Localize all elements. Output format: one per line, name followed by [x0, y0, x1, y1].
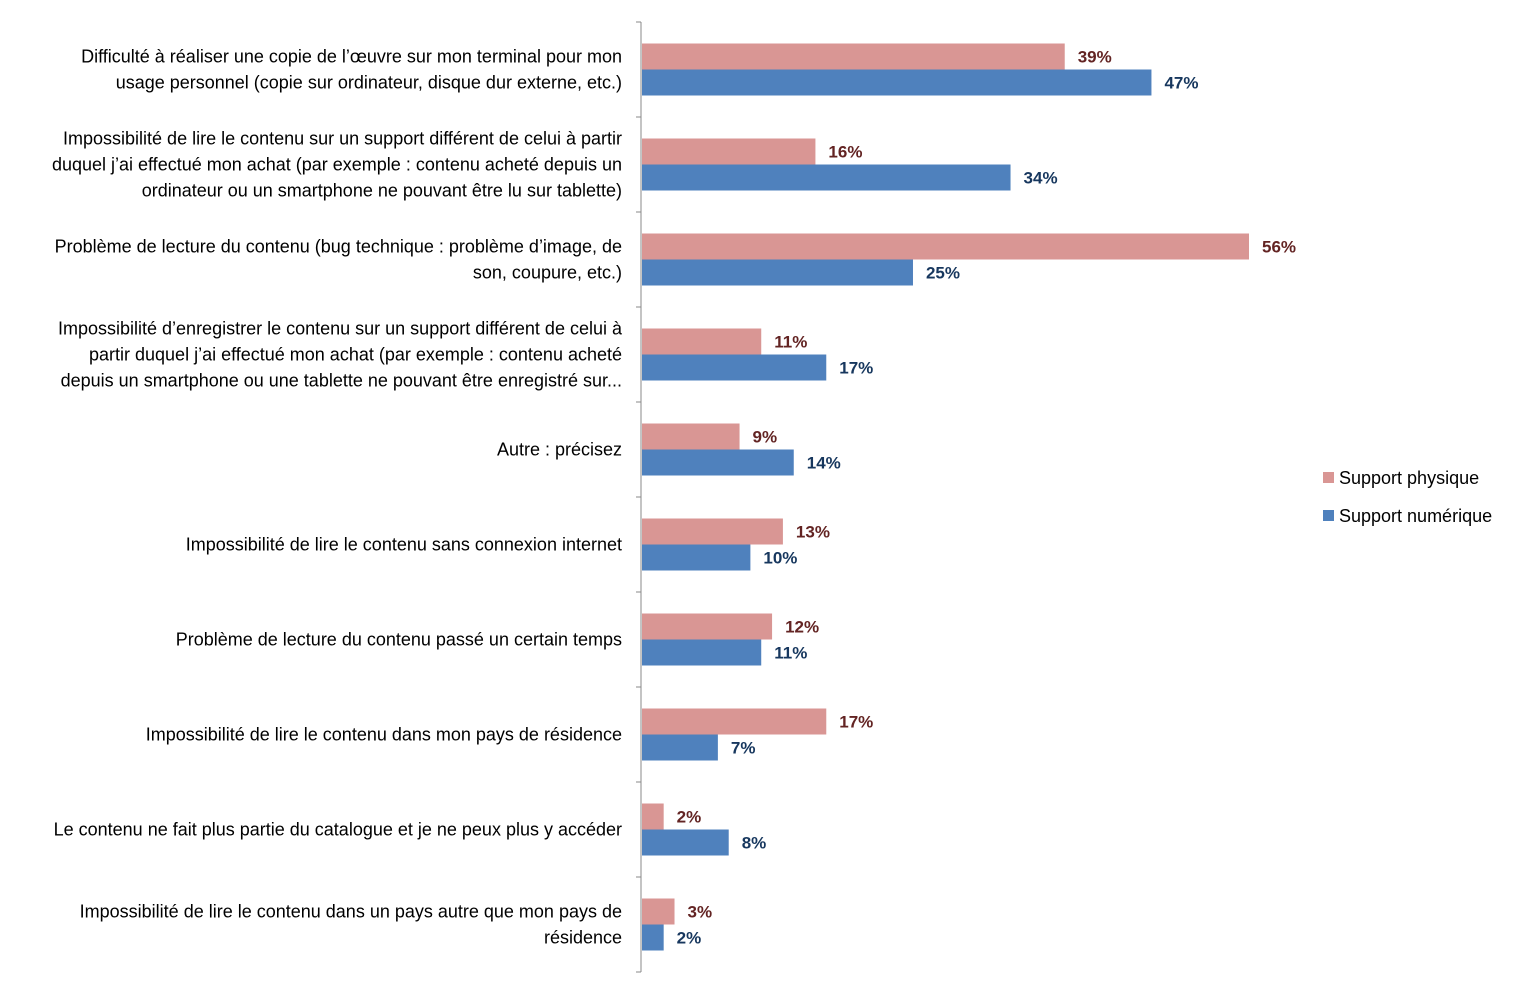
value-label: 25%: [926, 264, 960, 283]
bar-support-physique: [642, 708, 827, 735]
bar-support-physique: [642, 423, 740, 450]
bar-support-physique: [642, 613, 773, 640]
value-label: 3%: [688, 903, 713, 922]
value-label: 8%: [742, 834, 767, 853]
category-label-line: Problème de lecture du contenu (bug tech…: [55, 237, 622, 257]
category-label-line: Impossibilité d’enregistrer le contenu s…: [58, 319, 623, 339]
category-label-line: duquel j’ai effectué mon achat (par exem…: [52, 155, 622, 175]
axis-layer: [636, 21, 642, 973]
bar-support-physique: [642, 43, 1065, 70]
bar-support-physique: [642, 233, 1249, 260]
value-label: 12%: [785, 618, 819, 637]
category-label: Impossibilité de lire le contenu sur un …: [52, 129, 622, 201]
value-label: 16%: [828, 143, 862, 162]
legend-label: Support numérique: [1339, 506, 1492, 526]
bar-support-numerique: [642, 924, 664, 951]
category-label: Problème de lecture du contenu (bug tech…: [55, 237, 622, 283]
value-label: 9%: [753, 428, 778, 447]
category-label-line: résidence: [544, 928, 622, 948]
value-label: 2%: [677, 808, 702, 827]
category-label-line: Impossibilité de lire le contenu sur un …: [63, 129, 622, 149]
bar-support-numerique: [642, 544, 751, 571]
bar-support-physique: [642, 328, 762, 355]
bar-support-numerique: [642, 734, 718, 761]
legend-swatch: [1323, 472, 1334, 483]
category-label: Problème de lecture du contenu passé un …: [176, 630, 622, 650]
bar-support-numerique: [642, 259, 913, 286]
category-label-line: Le contenu ne fait plus partie du catalo…: [54, 820, 622, 840]
value-label: 2%: [677, 929, 702, 948]
legend: Support physique Support numérique: [1323, 468, 1492, 526]
bar-support-numerique: [642, 829, 729, 856]
value-label: 11%: [774, 644, 807, 663]
value-label: 56%: [1262, 238, 1296, 257]
bar-support-numerique: [642, 69, 1152, 96]
bars-layer: [642, 43, 1249, 951]
category-label-line: Impossibilité de lire le contenu sans co…: [186, 535, 622, 555]
category-label-line: Impossibilité de lire le contenu dans mo…: [146, 725, 622, 745]
value-label: 39%: [1078, 48, 1112, 67]
category-label-line: usage personnel (copie sur ordinateur, d…: [116, 73, 622, 93]
category-label-line: Difficulté à réaliser une copie de l’œuv…: [81, 47, 622, 67]
value-label: 34%: [1024, 169, 1058, 188]
value-label: 11%: [774, 333, 807, 352]
bar-support-numerique: [642, 354, 827, 381]
category-label-line: partir duquel j’ai effectué mon achat (p…: [89, 345, 622, 365]
category-label-line: Impossibilité de lire le contenu dans un…: [80, 902, 622, 922]
bar-support-numerique: [642, 449, 794, 476]
category-label: Le contenu ne fait plus partie du catalo…: [54, 820, 622, 840]
category-label-line: Autre : précisez: [497, 440, 622, 460]
value-label: 10%: [763, 549, 797, 568]
category-label: Impossibilité de lire le contenu dans mo…: [146, 725, 622, 745]
value-label: 47%: [1164, 74, 1198, 93]
category-label-line: son, coupure, etc.): [473, 263, 622, 283]
value-label: 17%: [839, 713, 873, 732]
value-label: 13%: [796, 523, 830, 542]
value-label: 7%: [731, 739, 756, 758]
value-label: 14%: [807, 454, 841, 473]
legend-swatch: [1323, 510, 1334, 521]
category-label: Impossibilité d’enregistrer le contenu s…: [58, 319, 623, 391]
legend-label: Support physique: [1339, 468, 1479, 488]
category-label: Difficulté à réaliser une copie de l’œuv…: [81, 47, 622, 93]
category-label-line: Problème de lecture du contenu passé un …: [176, 630, 622, 650]
category-label: Impossibilité de lire le contenu sans co…: [186, 535, 622, 555]
bar-support-physique: [642, 138, 816, 165]
bar-support-numerique: [642, 639, 762, 666]
labels-layer: Difficulté à réaliser une copie de l’œuv…: [52, 47, 1296, 948]
bar-support-physique: [642, 518, 783, 545]
category-label: Autre : précisez: [497, 440, 622, 460]
category-label-line: depuis un smartphone ou une tablette ne …: [61, 371, 622, 391]
bar-support-physique: [642, 803, 664, 830]
bar-support-numerique: [642, 164, 1011, 191]
bar-support-physique: [642, 898, 675, 925]
category-label: Impossibilité de lire le contenu dans un…: [80, 902, 622, 948]
value-label: 17%: [839, 359, 873, 378]
category-label-line: ordinateur ou un smartphone ne pouvant ê…: [142, 181, 622, 201]
